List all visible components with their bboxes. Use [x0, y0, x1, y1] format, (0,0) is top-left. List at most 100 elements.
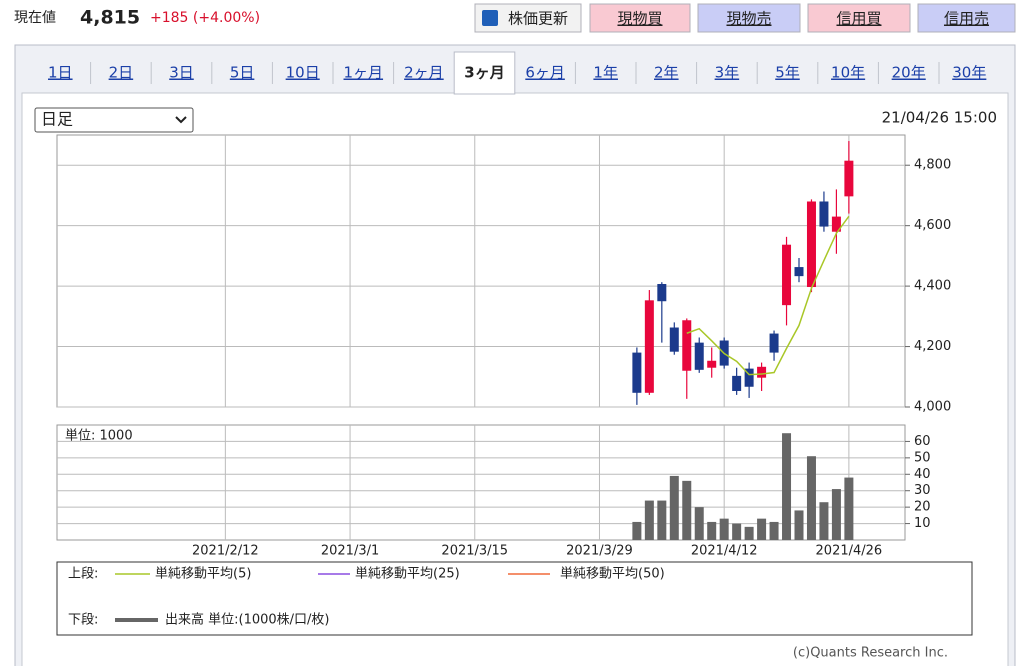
volume-bar — [682, 480, 692, 540]
y-tick-label: 4,600 — [914, 218, 951, 233]
period-tab[interactable]: 20年 — [892, 64, 926, 82]
volume-bar — [819, 502, 829, 540]
y-tick-label: 4,000 — [914, 400, 951, 415]
select-value[interactable]: 日足 — [41, 110, 73, 129]
volume-bar — [657, 500, 667, 540]
y-tick-label: 10 — [914, 516, 931, 531]
period-tab[interactable]: 2ヶ月 — [404, 64, 444, 82]
period-tab[interactable]: 5日 — [230, 64, 255, 82]
button-label[interactable]: 信用買 — [836, 10, 881, 28]
timestamp: 21/04/26 15:00 — [882, 109, 997, 127]
candle-body — [819, 201, 829, 227]
period-tab[interactable]: 1年 — [593, 64, 618, 82]
price-label: 現在値 — [14, 10, 56, 26]
legend-lower-label: 下段: — [68, 613, 98, 628]
y-tick-label: 50 — [914, 450, 931, 465]
volume-bar — [844, 477, 854, 540]
button-bg[interactable] — [917, 3, 1016, 33]
period-select[interactable]: 日足 — [34, 107, 194, 133]
candle-body — [769, 333, 779, 353]
volume-bar — [769, 521, 779, 540]
candle-body — [831, 216, 841, 232]
candle-body — [844, 160, 854, 197]
volume-bar — [669, 475, 679, 540]
price-change: +185 (+4.00%) — [150, 10, 260, 26]
y-tick-label: 30 — [914, 483, 931, 498]
y-tick-label: 40 — [914, 467, 931, 482]
candle-body — [794, 267, 804, 277]
refresh-icon — [482, 10, 498, 26]
volume-bar — [707, 521, 717, 540]
period-tab[interactable]: 2日 — [109, 64, 134, 82]
legend-entry: 単純移動平均(25) — [355, 566, 460, 582]
volume-bar — [644, 500, 654, 540]
action-button[interactable]: 信用売 — [917, 3, 1016, 33]
volume-bar — [744, 526, 754, 540]
candle-body — [806, 201, 816, 288]
legend-entry: 単純移動平均(5) — [155, 566, 251, 582]
action-button[interactable]: 株価更新 — [474, 3, 582, 33]
current-price: 4,815 — [80, 7, 140, 29]
period-tab[interactable]: 5年 — [775, 64, 800, 82]
action-button[interactable]: 現物売 — [697, 3, 801, 33]
x-tick-label: 2021/4/12 — [691, 544, 758, 559]
volume-bar — [694, 507, 704, 540]
copyright: (c)Quants Research Inc. — [793, 646, 948, 661]
y-tick-label: 4,800 — [914, 158, 951, 173]
period-tab[interactable]: 2年 — [654, 64, 679, 82]
candle-body — [657, 283, 667, 302]
period-tab[interactable]: 6ヶ月 — [525, 64, 565, 82]
x-tick-label: 2021/3/29 — [566, 544, 633, 559]
x-tick-label: 2021/3/15 — [441, 544, 508, 559]
volume-unit-label: 単位: 1000 — [65, 428, 133, 444]
period-tab[interactable]: 30年 — [952, 64, 986, 82]
x-tick-label: 2021/4/26 — [816, 544, 883, 559]
button-bg[interactable] — [697, 3, 801, 33]
y-tick-label: 4,200 — [914, 339, 951, 354]
volume-bar — [757, 518, 767, 540]
button-label[interactable]: 現物買 — [617, 10, 662, 28]
period-tab[interactable]: 3日 — [169, 64, 194, 82]
legend-entry: 単純移動平均(50) — [560, 566, 665, 582]
volume-bar — [782, 433, 792, 540]
candle-body — [757, 366, 767, 378]
price-plot — [56, 134, 906, 408]
volume-bar — [732, 523, 742, 540]
period-tab[interactable]: 10日 — [286, 64, 320, 82]
active-tab-bg — [453, 51, 516, 95]
legend-entry: 出来高 単位:(1000株/口/枚) — [165, 612, 330, 628]
candle-body — [682, 320, 692, 371]
volume-bar — [632, 521, 642, 540]
candle-body — [694, 342, 704, 370]
x-tick-label: 2021/3/1 — [321, 544, 379, 559]
candle-body — [707, 360, 717, 368]
period-tab[interactable]: 3ヶ月 — [464, 64, 504, 82]
action-button[interactable]: 現物買 — [589, 3, 691, 33]
button-bg[interactable] — [589, 3, 691, 33]
volume-bar — [806, 456, 816, 540]
period-tab[interactable]: 1ヶ月 — [344, 64, 384, 82]
select-box[interactable] — [34, 107, 194, 133]
candle-body — [732, 375, 742, 391]
action-button[interactable]: 信用買 — [807, 3, 911, 33]
button-label[interactable]: 信用売 — [944, 10, 989, 28]
button-label[interactable]: 現物売 — [726, 10, 771, 28]
period-tab[interactable]: 10年 — [831, 64, 865, 82]
candle-body — [782, 244, 792, 306]
button-bg[interactable] — [807, 3, 911, 33]
candle-body — [744, 368, 754, 387]
x-tick-label: 2021/2/12 — [192, 544, 259, 559]
y-tick-label: 20 — [914, 500, 931, 515]
candle-body — [644, 300, 654, 393]
select-chevron — [175, 116, 187, 124]
period-tab[interactable]: 1日 — [48, 64, 73, 82]
period-tab[interactable]: 3年 — [715, 64, 740, 82]
moving-average-line — [686, 215, 850, 376]
button-label[interactable]: 株価更新 — [508, 10, 568, 28]
y-tick-label: 4,400 — [914, 279, 951, 294]
volume-bar — [719, 518, 729, 540]
candle-body — [669, 327, 679, 352]
volume-bar — [794, 510, 804, 540]
legend-upper-label: 上段: — [68, 567, 98, 582]
